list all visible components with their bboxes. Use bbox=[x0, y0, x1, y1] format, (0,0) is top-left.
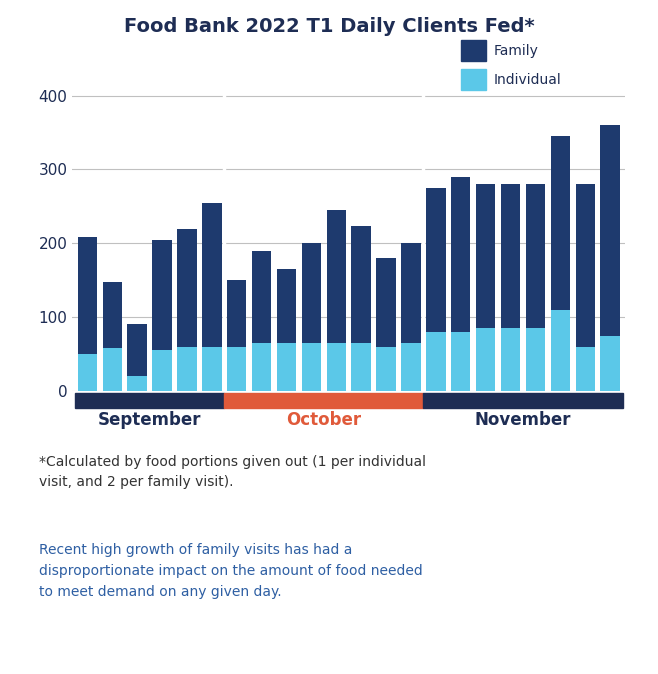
Bar bbox=[128, 324, 147, 376]
Bar bbox=[202, 346, 222, 391]
Bar bbox=[501, 328, 520, 391]
Bar bbox=[351, 343, 371, 391]
Bar bbox=[277, 269, 296, 343]
Bar bbox=[551, 310, 570, 391]
Bar bbox=[128, 376, 147, 391]
Bar bbox=[451, 332, 470, 391]
Bar bbox=[601, 336, 620, 391]
Bar bbox=[78, 354, 97, 391]
Bar bbox=[351, 226, 371, 343]
Bar bbox=[426, 188, 445, 332]
Bar bbox=[476, 328, 495, 391]
Bar bbox=[451, 177, 470, 332]
Bar bbox=[177, 346, 197, 391]
Text: Family: Family bbox=[494, 44, 538, 57]
Bar bbox=[526, 184, 545, 328]
Bar bbox=[177, 228, 197, 346]
Text: *Calculated by food portions given out (1 per individual
visit, and 2 per family: *Calculated by food portions given out (… bbox=[39, 455, 426, 489]
Bar bbox=[202, 203, 222, 346]
Text: Recent high growth of family visits has had a
disproportionate impact on the amo: Recent high growth of family visits has … bbox=[39, 543, 423, 599]
Bar bbox=[601, 125, 620, 336]
Bar bbox=[78, 237, 97, 354]
Bar bbox=[227, 280, 246, 346]
Bar bbox=[301, 343, 321, 391]
Bar bbox=[376, 258, 396, 346]
Bar bbox=[526, 328, 545, 391]
Bar bbox=[227, 346, 246, 391]
Bar bbox=[301, 243, 321, 343]
Bar bbox=[376, 346, 396, 391]
Text: October: October bbox=[286, 411, 361, 429]
Bar bbox=[152, 350, 172, 391]
Bar bbox=[426, 332, 445, 391]
Bar bbox=[401, 343, 420, 391]
Bar bbox=[103, 282, 122, 348]
Text: September: September bbox=[98, 411, 201, 429]
Bar bbox=[576, 184, 595, 346]
Bar bbox=[576, 346, 595, 391]
Bar bbox=[252, 343, 271, 391]
Text: Individual: Individual bbox=[494, 73, 561, 86]
Text: November: November bbox=[475, 411, 571, 429]
Bar bbox=[551, 136, 570, 310]
Bar bbox=[103, 348, 122, 391]
Bar bbox=[476, 184, 495, 328]
Bar bbox=[277, 343, 296, 391]
Bar bbox=[326, 210, 346, 343]
Bar bbox=[326, 343, 346, 391]
Bar bbox=[252, 251, 271, 343]
Bar bbox=[152, 239, 172, 350]
Bar bbox=[401, 243, 420, 343]
Text: Food Bank 2022 T1 Daily Clients Fed*: Food Bank 2022 T1 Daily Clients Fed* bbox=[124, 17, 534, 36]
Bar bbox=[501, 184, 520, 328]
